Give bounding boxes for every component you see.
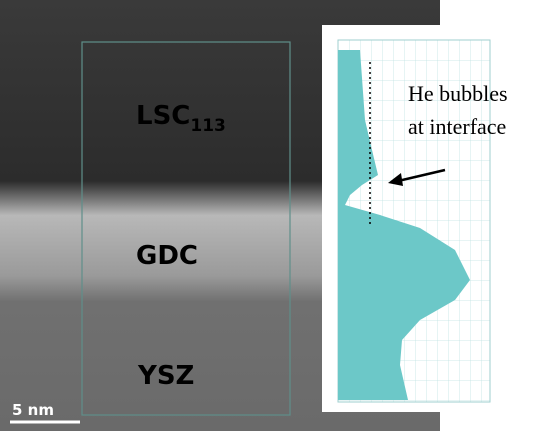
gdc-label: GDC [136,241,198,271]
scale-bar-label: 5 nm [12,401,54,419]
ysz-label: YSZ [137,361,194,391]
annotation-line: at interface [408,114,506,139]
annotation-line: He bubbles [408,81,508,106]
figure: LSC113 GDC YSZ 5 nm He bubbles at interf… [0,0,547,431]
